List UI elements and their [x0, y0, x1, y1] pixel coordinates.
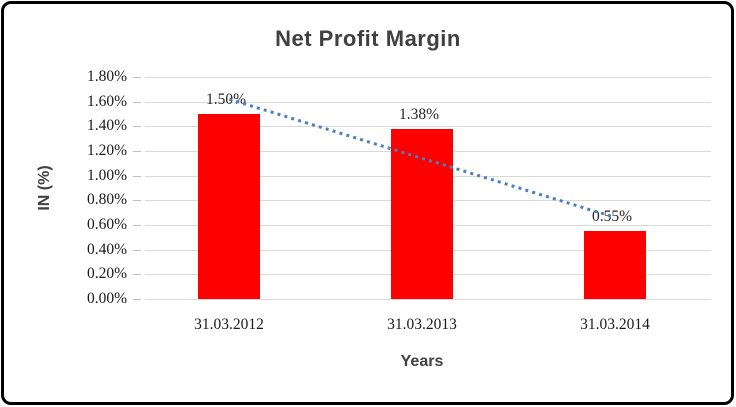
- y-tick-label: 0.40%: [86, 241, 127, 258]
- x-tick-label: 31.03.2013: [387, 316, 457, 333]
- x-axis-title: Years: [400, 353, 444, 370]
- y-axis-tick: [133, 176, 141, 177]
- y-axis-tick: [133, 250, 141, 251]
- y-tick-label: 1.40%: [86, 117, 127, 134]
- y-tick-label: 0.00%: [86, 290, 127, 307]
- y-axis-tick: [133, 151, 141, 152]
- x-tick-label: 31.03.2012: [194, 316, 264, 333]
- y-axis-tick: [133, 200, 141, 201]
- y-tick-label: 1.60%: [86, 93, 127, 110]
- y-tick-label: 0.80%: [86, 191, 127, 208]
- bar-31.03.2014: [584, 231, 646, 299]
- data-label: 1.38%: [398, 106, 440, 123]
- gridline: [145, 77, 711, 78]
- y-tick-label: 1.80%: [86, 68, 127, 85]
- chart-title: Net Profit Margin: [275, 26, 461, 51]
- y-tick-label: 1.20%: [86, 142, 127, 159]
- y-axis-tick: [133, 77, 141, 78]
- bar-31.03.2012: [198, 114, 260, 299]
- y-axis-tick: [133, 299, 141, 300]
- bar-31.03.2013: [391, 129, 453, 299]
- y-tick-label: 0.20%: [86, 265, 127, 282]
- y-tick-label: 0.60%: [86, 216, 127, 233]
- y-axis-tick: [133, 102, 141, 103]
- y-axis-tick: [133, 225, 141, 226]
- x-tick-label: 31.03.2014: [580, 316, 650, 333]
- gridline: [145, 299, 711, 300]
- y-axis-tick: [133, 274, 141, 275]
- data-label: 0.55%: [591, 208, 633, 225]
- y-tick-label: 1.00%: [86, 167, 127, 184]
- y-axis-tick: [133, 126, 141, 127]
- data-label: 1.50%: [205, 91, 247, 108]
